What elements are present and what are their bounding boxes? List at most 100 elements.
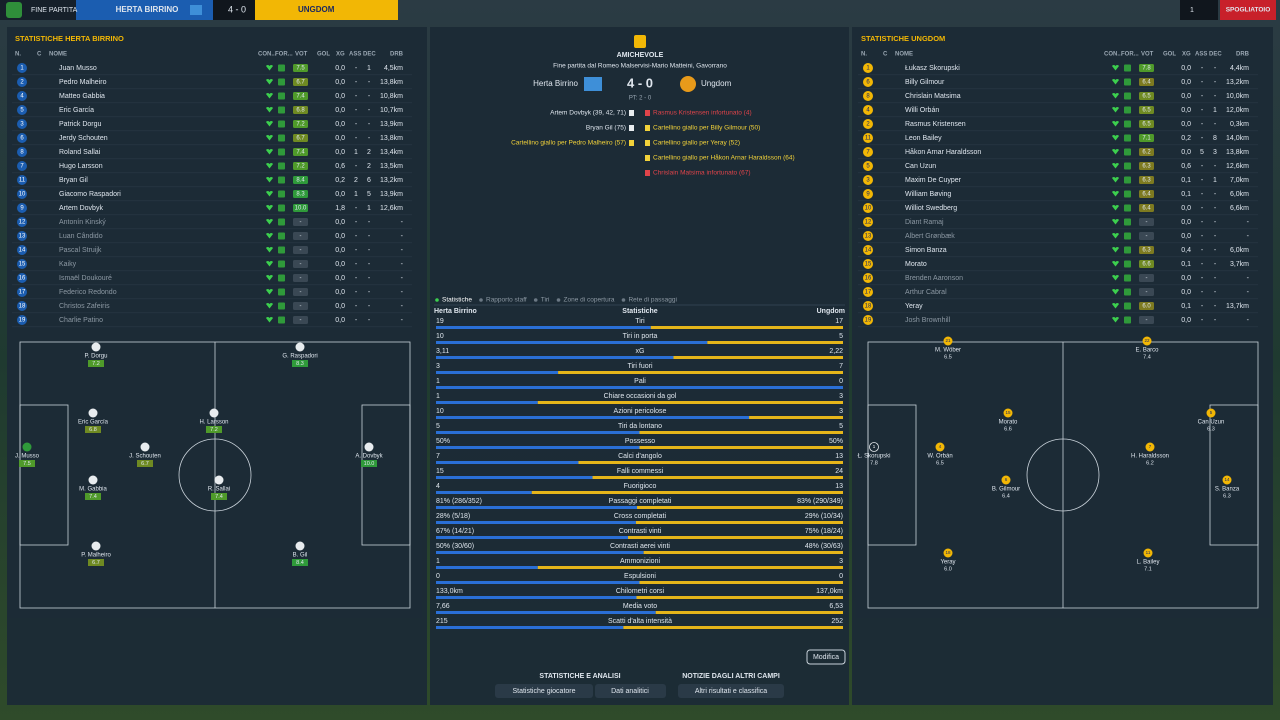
player-name[interactable]: Pascal Struijk — [59, 247, 102, 254]
player-dot[interactable] — [140, 442, 150, 452]
player-name[interactable]: Leon Bailey — [905, 135, 942, 142]
player-name[interactable]: Chrislain Matsima — [905, 93, 961, 100]
player-name[interactable]: William Bøving — [905, 191, 951, 198]
player-dot[interactable] — [22, 442, 32, 452]
tab[interactable]: Zone di copertura — [564, 297, 615, 304]
distance: - — [401, 275, 404, 282]
player-dot[interactable] — [1142, 336, 1152, 346]
tab[interactable]: Statistiche — [442, 297, 472, 304]
player-dot[interactable] — [935, 442, 945, 452]
player-name[interactable]: Maxim De Cuyper — [905, 177, 962, 184]
stat-label: Chiare occasioni da gol — [604, 393, 677, 400]
condition-heart — [266, 316, 273, 323]
player-name[interactable]: Luan Cândido — [59, 233, 103, 240]
key-passes: - — [368, 135, 371, 142]
player-name[interactable]: Josh Brownhill — [905, 317, 951, 324]
rating: - — [300, 234, 302, 240]
player-dot[interactable] — [1003, 408, 1013, 418]
player-name[interactable]: Antonín Kinský — [59, 219, 106, 226]
condition-heart — [266, 78, 273, 85]
edit-label[interactable]: Modifica — [813, 654, 839, 661]
number-badge — [17, 161, 27, 171]
player-dot[interactable] — [295, 342, 305, 352]
tab[interactable]: Rapporto staff — [486, 297, 527, 304]
player-name[interactable]: Can Uzun — [905, 163, 936, 170]
player-name[interactable]: Kaiky — [59, 261, 77, 268]
player-dot[interactable] — [869, 442, 879, 452]
tab[interactable]: Tiri — [541, 297, 550, 304]
player-name[interactable]: Łukasz Skorupski — [905, 65, 960, 72]
analytics-label[interactable]: Dati analitici — [611, 688, 649, 695]
player-dot[interactable] — [209, 408, 219, 418]
dressing-room-button[interactable] — [1220, 0, 1276, 20]
form-icon — [278, 246, 285, 254]
edit-button[interactable] — [806, 649, 846, 665]
number-badge — [17, 119, 27, 129]
player-dot[interactable] — [214, 475, 224, 485]
pitch-rating-bg — [292, 360, 308, 367]
player-dot[interactable] — [88, 475, 98, 485]
player-name[interactable]: Morato — [905, 261, 927, 268]
player-name[interactable]: Albert Grønbæk — [905, 233, 955, 240]
selector[interactable] — [1180, 0, 1218, 20]
player-name[interactable]: Ismaël Doukouré — [59, 275, 112, 282]
player-name[interactable]: Jerdy Schouten — [59, 135, 108, 142]
player-dot[interactable] — [1222, 475, 1232, 485]
selector-label[interactable]: 1 — [1190, 7, 1194, 14]
rating: 7.4 — [296, 150, 305, 156]
player-name[interactable]: Billy Gilmour — [905, 79, 945, 86]
player-name[interactable]: Matteo Gabbia — [59, 93, 105, 100]
player-dot[interactable] — [295, 541, 305, 551]
player-name[interactable]: Giacomo Raspadori — [59, 191, 121, 198]
player-name[interactable]: Patrick Dorgu — [59, 121, 102, 128]
analytics-button[interactable] — [595, 684, 666, 698]
player-name[interactable]: Eric García — [59, 107, 94, 114]
player-name[interactable]: Juan Musso — [59, 65, 97, 72]
player-name[interactable]: Yeray — [905, 303, 923, 310]
player-stats-button[interactable] — [495, 684, 593, 698]
player-name[interactable]: Bryan Gil — [59, 177, 88, 184]
rating-pill — [293, 106, 308, 114]
distance: 4,5km — [384, 65, 403, 72]
other-results-label[interactable]: Altri risultati e classifica — [695, 688, 767, 695]
row-line — [12, 116, 412, 118]
player-dot[interactable] — [1206, 408, 1216, 418]
player-name[interactable]: Diant Ramaj — [905, 219, 944, 226]
player-stats-label[interactable]: Statistiche giocatore — [512, 688, 575, 695]
player-name[interactable]: Rasmus Kristensen — [905, 121, 966, 128]
player-name[interactable]: Artem Dovbyk — [59, 205, 103, 212]
away-panel-title: STATISTICHE UNGDOM — [861, 34, 945, 43]
row-line — [12, 158, 412, 160]
player-name[interactable]: Christos Zafeiris — [59, 303, 110, 310]
other-results-button[interactable] — [678, 684, 784, 698]
column-header: DEC — [1209, 52, 1222, 58]
player-name[interactable]: Pedro Malheiro — [59, 79, 107, 86]
assists: - — [355, 275, 358, 282]
rating: 6.5 — [1142, 122, 1151, 128]
player-dot[interactable] — [1001, 475, 1011, 485]
pitch-rating: 8.4 — [296, 560, 304, 566]
player-dot[interactable] — [1145, 442, 1155, 452]
player-dot[interactable] — [1143, 548, 1153, 558]
player-name[interactable]: Hugo Larsson — [59, 163, 103, 170]
tab[interactable]: Rete di passaggi — [628, 297, 676, 304]
player-dot[interactable] — [364, 442, 374, 452]
shirt-number: 12 — [865, 220, 872, 226]
player-dot[interactable] — [88, 408, 98, 418]
player-name[interactable]: Roland Sallai — [59, 149, 101, 156]
player-dot[interactable] — [91, 342, 101, 352]
player-name[interactable]: Brenden Aaronson — [905, 275, 963, 282]
player-dot[interactable] — [943, 336, 953, 346]
player-name[interactable]: Willi Orbán — [905, 107, 939, 114]
form-icon — [1124, 64, 1131, 72]
player-dot[interactable] — [943, 548, 953, 558]
stat-label: Fuorigioco — [624, 483, 657, 490]
player-name[interactable]: Federico Redondo — [59, 289, 117, 296]
player-name[interactable]: Williot Swedberg — [905, 205, 957, 212]
button-label[interactable]: SPOGLIATOIO — [1226, 7, 1271, 14]
player-name[interactable]: Håkon Arnar Haraldsson — [905, 148, 981, 156]
player-name[interactable]: Charlie Patino — [59, 317, 103, 324]
player-name[interactable]: Simon Banza — [905, 247, 947, 254]
player-dot[interactable] — [91, 541, 101, 551]
player-name[interactable]: Arthur Cabral — [905, 289, 947, 296]
